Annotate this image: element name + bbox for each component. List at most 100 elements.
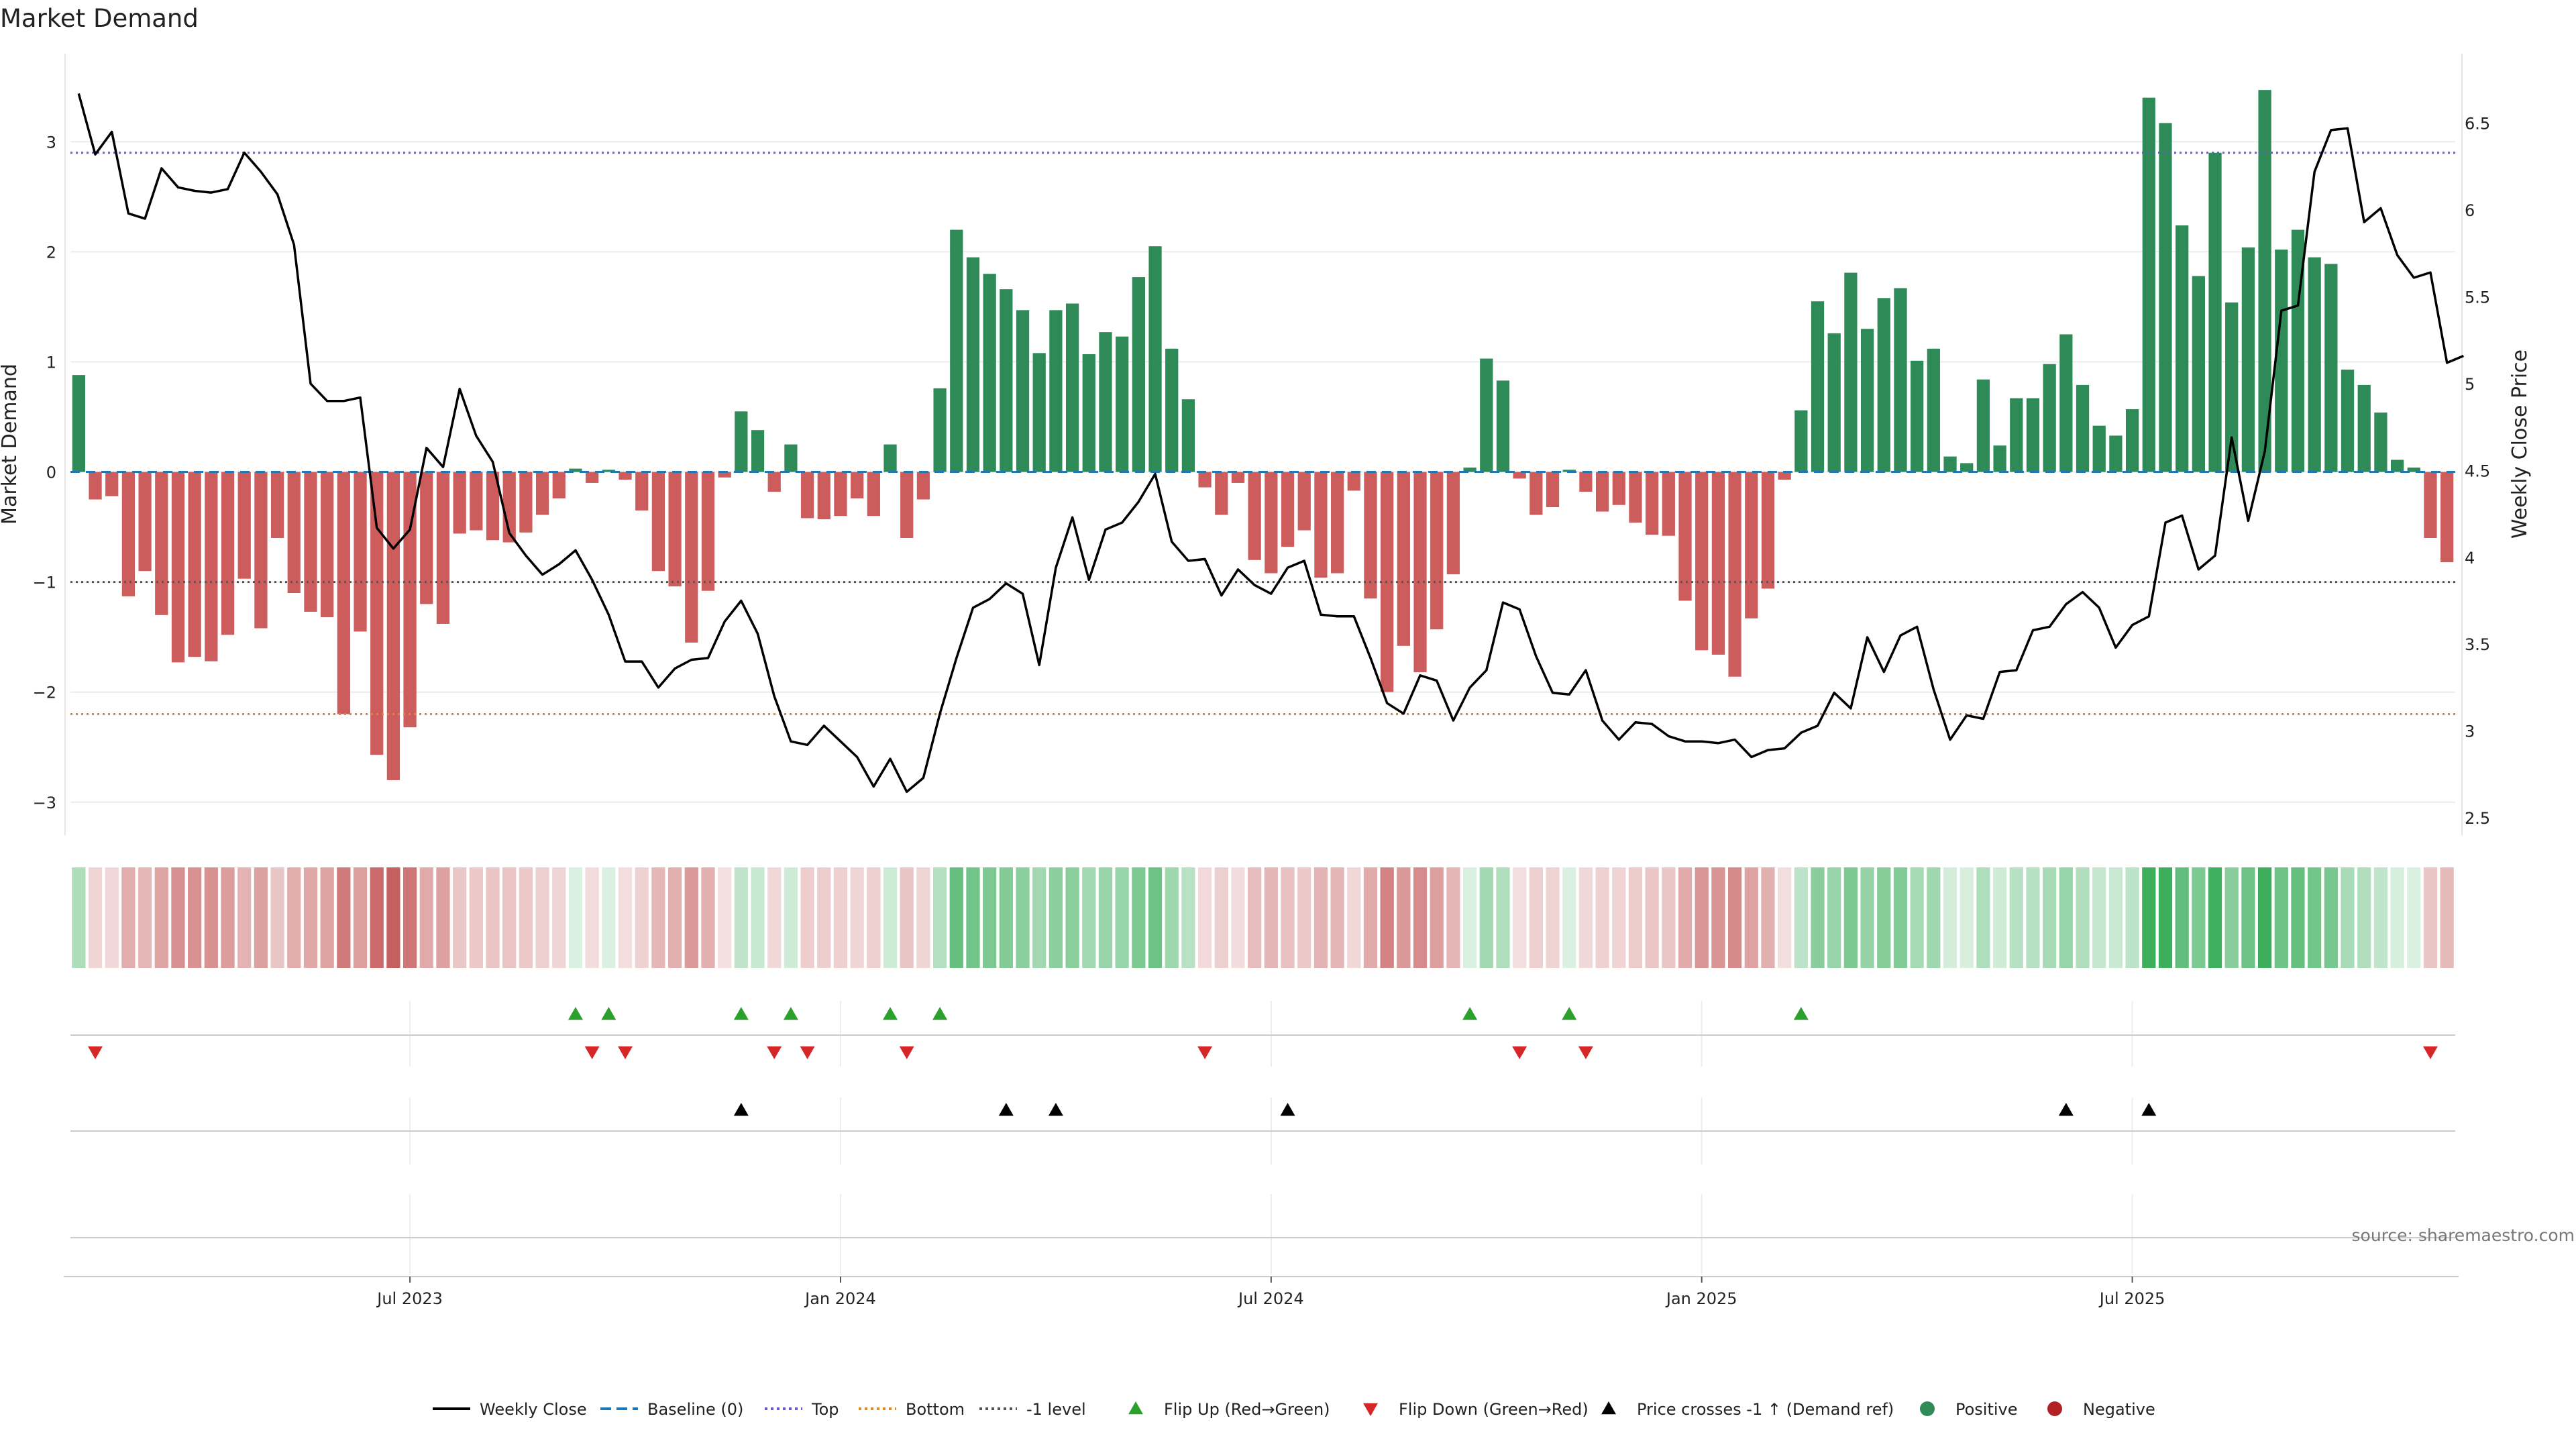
- strip-cell: [1546, 867, 1560, 968]
- demand-bar: [569, 468, 582, 472]
- strip-cell: [1628, 867, 1643, 968]
- strip-cell: [1430, 867, 1444, 968]
- demand-bar: [1165, 348, 1179, 472]
- legend-label: Negative: [2083, 1400, 2155, 1419]
- demand-bar: [2176, 225, 2189, 472]
- legend-item: -1 level: [979, 1400, 1086, 1419]
- x-tick-label: Jul 2025: [2098, 1289, 2165, 1308]
- demand-bar: [1562, 470, 1576, 472]
- strip-cell: [1297, 867, 1311, 968]
- strip-cell: [1413, 867, 1428, 968]
- strip-cell: [1032, 867, 1046, 968]
- flip-down-marker: [88, 1046, 103, 1059]
- flip-up-marker: [932, 1007, 948, 1020]
- demand-bar: [1000, 289, 1013, 472]
- strip-cell: [2440, 867, 2454, 968]
- flip-down-marker: [767, 1046, 782, 1059]
- demand-bar: [1546, 472, 1560, 508]
- legend-label: Positive: [1955, 1400, 2018, 1419]
- strip-cell: [916, 867, 930, 968]
- demand-bar: [685, 472, 698, 643]
- demand-bar: [817, 472, 830, 520]
- reference-lines: [70, 152, 2455, 716]
- strip-cell: [949, 867, 963, 968]
- legend-label: Price crosses -1 ↑ (Demand ref): [1637, 1400, 1894, 1419]
- strip-cell: [1165, 867, 1179, 968]
- strip-cell: [370, 867, 384, 968]
- strip-cell: [2142, 867, 2156, 968]
- strip-cell: [535, 867, 549, 968]
- strip-cell: [2308, 867, 2322, 968]
- strip-cell: [585, 867, 599, 968]
- source-note: source: sharemaestro.com: [2352, 1226, 2575, 1245]
- strip-cell: [1446, 867, 1460, 968]
- strip-cell: [1595, 867, 1609, 968]
- demand-bar: [2341, 369, 2355, 472]
- demand-bar: [1894, 288, 1907, 472]
- strip-cell: [2291, 867, 2305, 968]
- strip-cell: [1496, 867, 1510, 968]
- demand-bar: [188, 472, 201, 657]
- strip-cell: [1976, 867, 1990, 968]
- flip-down-marker: [584, 1046, 600, 1059]
- demand-bar: [1347, 472, 1360, 491]
- strip-cell: [303, 867, 318, 968]
- demand-bar: [1364, 472, 1377, 599]
- demand-bar: [2440, 472, 2454, 563]
- demand-bar: [900, 472, 914, 538]
- legend-label: Flip Down (Green→Red): [1399, 1400, 1589, 1419]
- demand-bar: [453, 472, 466, 534]
- y-right-tick-label: 2.5: [2465, 809, 2490, 828]
- demand-bar: [1579, 472, 1593, 492]
- strip-cell: [337, 867, 351, 968]
- flip-up-marker: [733, 1007, 749, 1020]
- strip-cell: [1479, 867, 1493, 968]
- x-tick-label: Jul 2023: [376, 1289, 443, 1308]
- strip-cell: [767, 867, 782, 968]
- demand-bar: [767, 472, 781, 492]
- demand-heat-strip: [72, 867, 2454, 968]
- flip-down-marker: [618, 1046, 633, 1059]
- demand-bar: [237, 472, 251, 579]
- demand-bar: [651, 472, 665, 572]
- price-cross-marker: [2141, 1103, 2157, 1116]
- strip-cell: [1811, 867, 1825, 968]
- demand-bar: [2192, 276, 2205, 472]
- strip-cell: [2059, 867, 2073, 968]
- demand-bar: [2241, 247, 2255, 472]
- strip-cell: [188, 867, 202, 968]
- demand-bar: [1281, 472, 1295, 547]
- strip-cell: [751, 867, 765, 968]
- strip-cell: [618, 867, 633, 968]
- demand-bar: [2407, 467, 2420, 472]
- strip-cell: [1148, 867, 1163, 968]
- demand-bar: [2076, 384, 2090, 472]
- x-tick-label: Jan 2025: [1665, 1289, 1737, 1308]
- strip-cell: [1695, 867, 1709, 968]
- legend-swatch: [2047, 1401, 2062, 1416]
- strip-cell: [2208, 867, 2222, 968]
- strip-cell: [966, 867, 980, 968]
- strip-cell: [453, 867, 467, 968]
- demand-bar: [121, 472, 136, 596]
- strip-cell: [1877, 867, 1891, 968]
- strip-cell: [1843, 867, 1858, 968]
- strip-cell: [817, 867, 831, 968]
- demand-bar: [254, 472, 268, 629]
- strip-cell: [635, 867, 649, 968]
- demand-bar: [1612, 472, 1625, 505]
- strip-cell: [667, 867, 682, 968]
- demand-bar: [1745, 472, 1758, 619]
- demand-bar: [1695, 472, 1709, 651]
- strip-cell: [983, 867, 997, 968]
- strip-cell: [436, 867, 450, 968]
- strip-cell: [287, 867, 301, 968]
- legend-item: Negative: [2047, 1400, 2155, 1419]
- strip-cell: [1662, 867, 1676, 968]
- demand-bar: [668, 472, 682, 587]
- demand-bar: [1993, 445, 2006, 472]
- strip-cell: [1578, 867, 1593, 968]
- y-right-tick-label: 3: [2465, 722, 2475, 741]
- legend-item: Baseline (0): [600, 1400, 743, 1419]
